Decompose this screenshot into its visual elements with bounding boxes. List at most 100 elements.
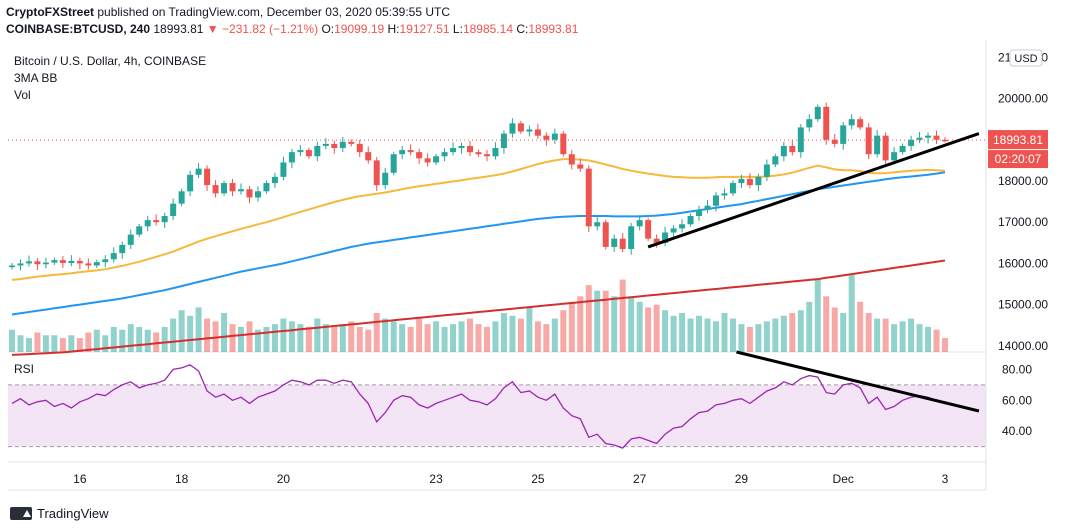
volume-bar — [831, 307, 838, 352]
candle-body — [17, 263, 24, 266]
volume-bar — [500, 313, 507, 352]
volume-bar — [594, 290, 601, 352]
volume-bar — [492, 321, 499, 352]
volume-bar — [899, 321, 906, 352]
volume-bar — [433, 321, 440, 352]
tradingview-logo-icon — [10, 507, 32, 520]
volume-bar — [704, 318, 711, 352]
volume-bar — [467, 318, 474, 352]
volume-bar — [789, 313, 796, 352]
volume-bar — [246, 321, 253, 352]
candle-body — [9, 265, 15, 268]
volume-bar — [170, 318, 177, 352]
volume-bar — [441, 326, 448, 352]
rsi-indicator-label[interactable]: RSI — [14, 362, 35, 376]
candle-body — [136, 226, 143, 235]
volume-bar — [585, 285, 592, 352]
candle-body — [874, 135, 881, 155]
volume-bar — [653, 304, 660, 352]
last-price-tag-label: 18993.81 — [993, 133, 1043, 147]
candle-body — [543, 135, 550, 140]
publish-info: published on TradingView.com, December 0… — [97, 5, 451, 19]
ma-orange-line — [11, 158, 946, 281]
candle-body — [628, 226, 635, 249]
candle-body — [831, 139, 838, 144]
volume-bar — [517, 318, 524, 352]
candle-body — [161, 216, 168, 223]
candle-body — [297, 150, 304, 153]
candle-body — [373, 160, 380, 186]
candle-body — [170, 203, 177, 217]
candle-body — [229, 183, 236, 192]
candle-body — [407, 150, 414, 153]
candle-body — [891, 152, 898, 161]
rsi-overbought-oversold-band — [8, 384, 986, 447]
volume-bar — [729, 318, 736, 352]
candle-body — [85, 263, 92, 266]
candle-body — [475, 152, 482, 155]
candle-body — [568, 154, 575, 165]
volume-bar — [263, 326, 270, 352]
volume-bars — [9, 274, 948, 352]
candle-body — [500, 133, 507, 149]
candle-body — [789, 145, 796, 153]
volume-bar — [127, 324, 134, 352]
volume-bar — [153, 332, 160, 352]
candle-body — [263, 183, 270, 192]
candle-body — [390, 154, 397, 173]
currency-button — [1009, 49, 1043, 67]
volume-bar — [34, 332, 41, 352]
volume-bar — [297, 324, 304, 352]
candle-body — [246, 189, 253, 198]
volume-bar — [509, 315, 516, 352]
volume-bar — [891, 324, 898, 352]
ma-blue-line — [11, 171, 946, 316]
symbol-title[interactable]: Bitcoin / U.S. Dollar, 4h, COINBASE — [14, 54, 207, 68]
price-tick-label: 20000.00 — [998, 92, 1048, 106]
rsi-tick-label: 40.00 — [1002, 424, 1032, 438]
candle-body — [187, 174, 194, 192]
volume-bar — [933, 329, 940, 352]
candle-body — [110, 253, 117, 260]
last-price: 18993.81 — [153, 22, 204, 36]
volume-bar — [746, 326, 753, 352]
volume-bar — [25, 338, 32, 352]
candle-body — [551, 133, 558, 140]
open-value: 19099.19 — [334, 22, 385, 36]
candle-body — [712, 195, 719, 206]
volume-bar — [221, 313, 228, 352]
candle-body — [195, 168, 202, 175]
volume-bar — [390, 321, 397, 352]
candle-body — [806, 119, 813, 128]
candle-body — [687, 216, 694, 225]
time-tick-label: 25 — [531, 472, 545, 486]
candle-body — [679, 224, 686, 229]
volume-bar — [17, 335, 24, 352]
volume-bar — [356, 326, 363, 352]
candle-body — [119, 244, 126, 254]
rsi-line — [11, 364, 946, 449]
volume-bar — [271, 324, 278, 352]
volume-bar — [254, 329, 261, 352]
volume-bar — [797, 310, 804, 352]
currency-label: USD — [1014, 53, 1037, 65]
volume-bar — [916, 324, 923, 352]
volume-bar — [823, 296, 830, 352]
candle-body — [458, 145, 465, 149]
ma-indicator-label[interactable]: 3MA BB — [14, 71, 58, 85]
candle-body — [925, 135, 932, 138]
candle-body — [441, 152, 448, 157]
candle-body — [899, 145, 906, 153]
price-tick-label: 14000.00 — [998, 339, 1048, 353]
candle-body — [755, 176, 762, 186]
candle-body — [746, 178, 753, 186]
candle-body — [288, 152, 295, 163]
candle-body — [305, 150, 312, 157]
publisher-name[interactable]: CryptoFXStreet — [6, 5, 95, 19]
volume-bar — [882, 318, 889, 352]
volume-indicator-label[interactable]: Vol — [14, 88, 31, 102]
candle-body — [76, 260, 83, 264]
volume-bar — [339, 324, 346, 352]
price-change: −231.82 (−1.21%) — [222, 22, 319, 36]
